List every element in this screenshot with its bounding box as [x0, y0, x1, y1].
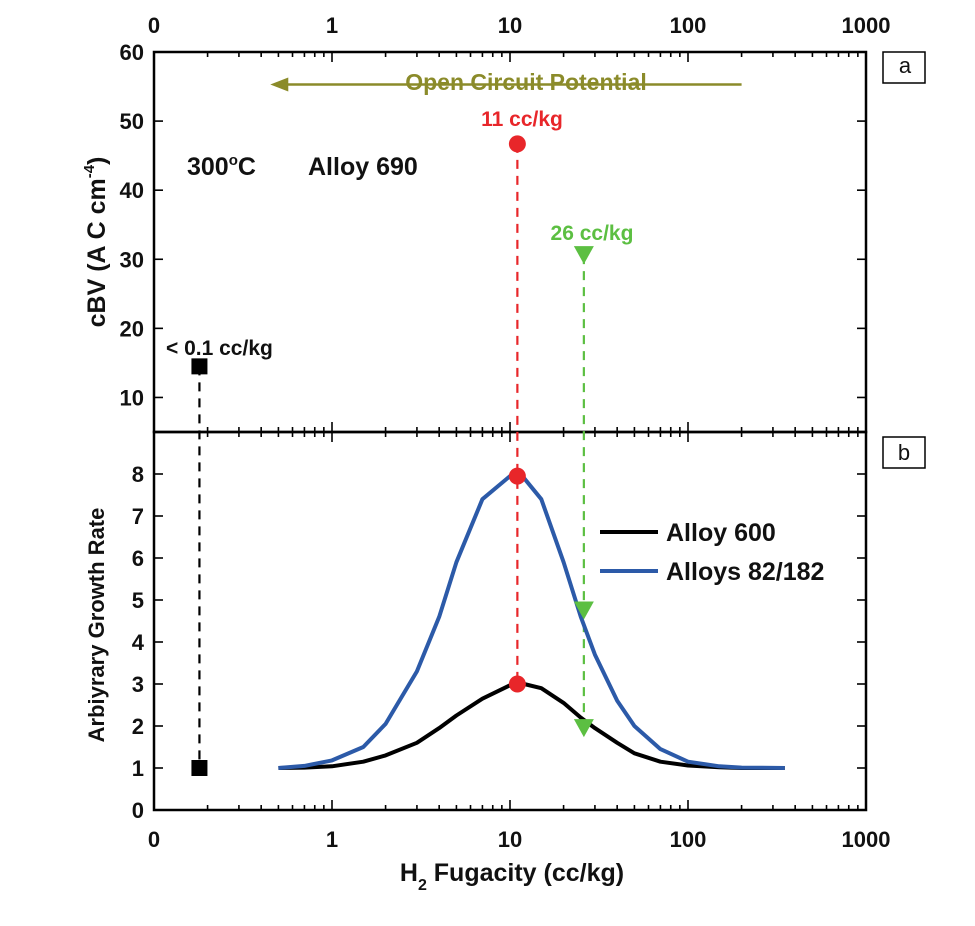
dashed-drop-lines [198, 143, 585, 768]
axis-tick-labels: 0011101010010010001000102030405060012345… [120, 13, 891, 852]
panel-b-label-box [882, 436, 926, 469]
legend-alloy-600: Alloy 600 [666, 519, 776, 547]
temperature-unit: C [238, 153, 256, 181]
square-marker [191, 358, 208, 375]
panel-b-y-tick-label: 0 [132, 798, 144, 823]
panel-b-y-axis-title: Arbiyrary Growth Rate [84, 508, 109, 743]
temperature-value: 300 [187, 153, 229, 181]
series-alloys-82-182 [278, 474, 785, 770]
panel-a-y-tick-label: 20 [120, 316, 144, 341]
x-tick-label-bottom: 1000 [842, 827, 891, 852]
data-markers [191, 135, 594, 776]
panel-a-ylabel-close: ) [83, 157, 111, 165]
panel-b-y-tick-label: 2 [132, 714, 144, 739]
circle-marker [508, 135, 526, 153]
panel-a-y-tick-label: 30 [120, 247, 144, 272]
x-tick-label-top: 100 [670, 13, 707, 38]
panel-b-y-tick-label: 1 [132, 756, 144, 781]
x-tick-label-top: 1 [326, 13, 338, 38]
panel-a-y-axis-title: cBV (A C cm-4) [81, 157, 111, 328]
triangle-down-marker [573, 246, 594, 265]
circle-marker [508, 467, 526, 485]
panel-b-y-tick-label: 6 [132, 546, 144, 571]
panel-b-y-tick-label: 3 [132, 672, 144, 697]
x-tick-label-top: 0 [148, 13, 160, 38]
point-label-26-cc-kg: 26 cc/kg [551, 222, 634, 245]
panel-a-y-tick-label: 40 [120, 178, 144, 203]
point-label-11-cc-kg: 11 cc/kg [481, 108, 563, 131]
panel-b-y-tick-label: 4 [132, 630, 145, 655]
growth-rate-curves [278, 474, 785, 770]
panel-a-y-tick-label: 50 [120, 109, 144, 134]
x-axis-title-sub: 2 [418, 877, 427, 894]
x-tick-label-bottom: 1 [326, 827, 338, 852]
x-tick-label-bottom: 10 [498, 827, 522, 852]
panel-a-y-tick-label: 60 [120, 40, 144, 65]
panel-a-label-box [882, 51, 926, 84]
axis-ticks [153, 51, 866, 811]
alloy-690-annotation: Alloy 690 [308, 153, 418, 181]
panel-b-y-tick-label: 5 [132, 588, 144, 613]
x-tick-label-top: 10 [498, 13, 522, 38]
panel-a-ylabel-sup: -4 [81, 164, 98, 178]
x-axis-title-main: H [400, 859, 418, 887]
x-tick-label-bottom: 0 [148, 827, 160, 852]
panel-b-frame [152, 430, 868, 812]
square-marker [191, 760, 208, 776]
legend-alloys-82-182: Alloys 82/182 [666, 558, 824, 586]
triangle-down-marker [573, 719, 594, 738]
open-circuit-potential-label: Open Circuit Potential [405, 69, 647, 95]
circle-marker [508, 675, 526, 693]
panel-b-y-tick-label: 7 [132, 504, 144, 529]
x-tick-label-bottom: 100 [670, 827, 707, 852]
x-tick-label-top: 1000 [842, 13, 891, 38]
panel-a-y-tick-label: 10 [120, 385, 144, 410]
open-circuit-potential-arrowhead [270, 77, 289, 92]
triangle-down-marker [573, 601, 594, 620]
x-axis-title-rest: Fugacity (cc/kg) [427, 859, 624, 887]
panel-a-label: a [899, 53, 912, 78]
panel-b-label: b [898, 440, 910, 465]
x-axis-title: H2 Fugacity (cc/kg) [400, 859, 624, 894]
panel-a-ylabel-main: cBV (A C cm [83, 178, 111, 327]
temperature-annotation: 300oC [187, 152, 256, 181]
panel-b-y-tick-label: 8 [132, 462, 144, 487]
degree-sign: o [229, 152, 238, 169]
point-label-below-0-1: < 0.1 cc/kg [166, 337, 273, 360]
series-alloy-600 [278, 682, 785, 770]
